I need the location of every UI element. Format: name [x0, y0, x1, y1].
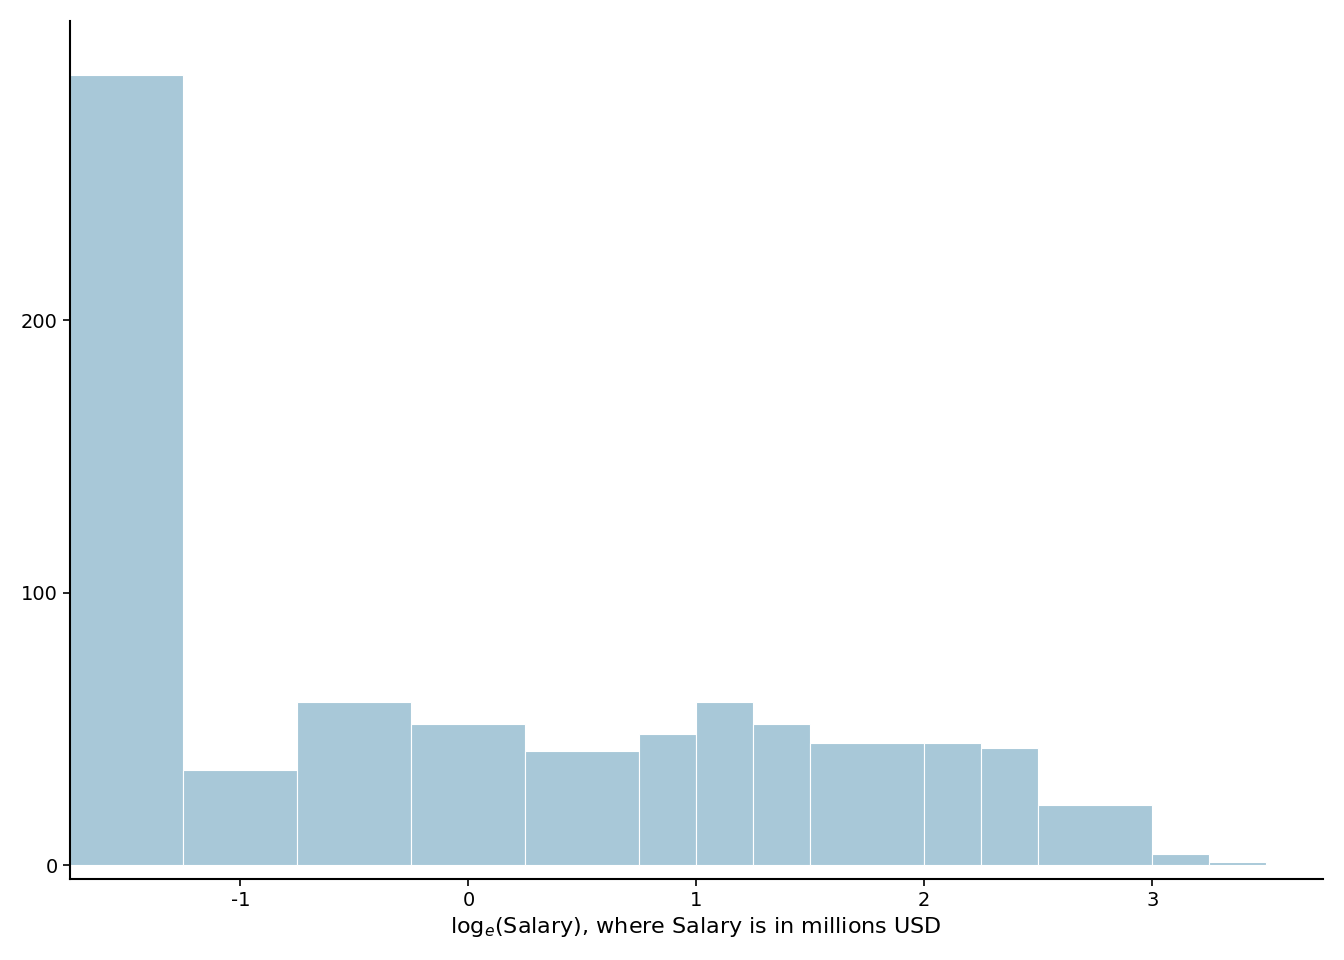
Bar	[411, 724, 526, 865]
Bar	[696, 702, 754, 865]
Bar	[297, 702, 411, 865]
X-axis label: log$_e$(Salary), where Salary is in millions USD: log$_e$(Salary), where Salary is in mill…	[450, 915, 942, 939]
Bar	[981, 748, 1039, 865]
Bar	[1210, 862, 1266, 865]
Bar	[754, 724, 810, 865]
Bar	[925, 743, 981, 865]
Bar	[640, 734, 696, 865]
Bar	[810, 743, 925, 865]
Bar	[70, 75, 184, 865]
Bar	[1152, 854, 1210, 865]
Bar	[184, 770, 297, 865]
Bar	[1039, 805, 1152, 865]
Bar	[526, 751, 640, 865]
